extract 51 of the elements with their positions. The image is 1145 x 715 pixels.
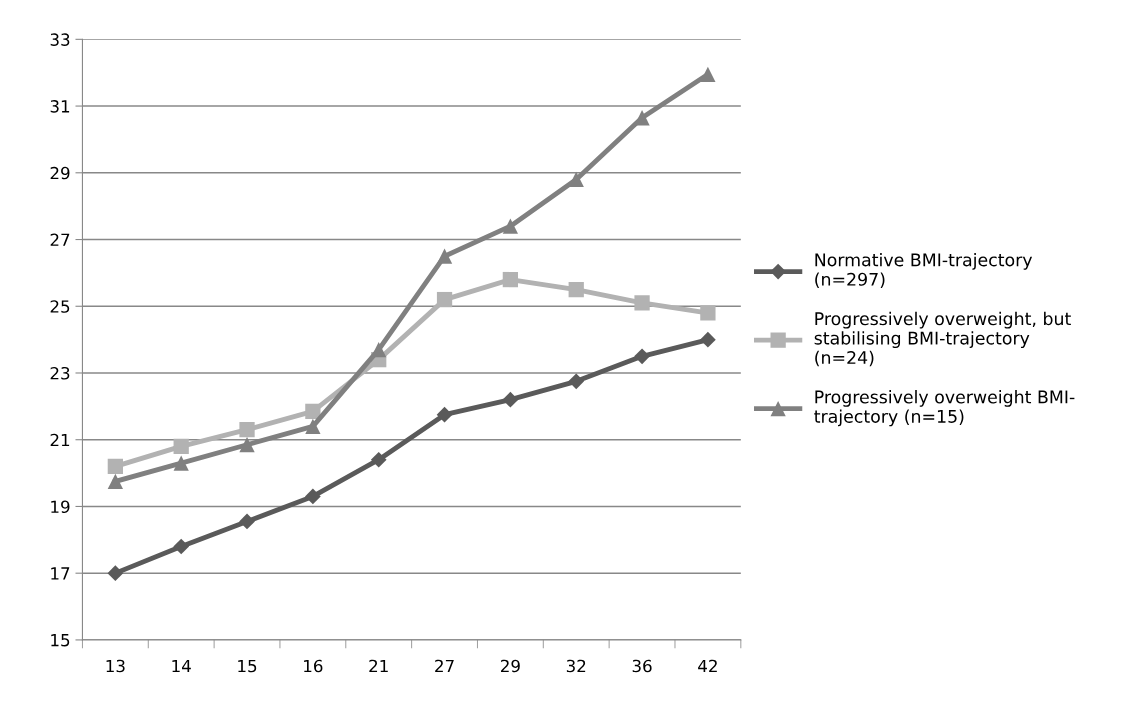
x-tick-label: 42 [698,659,717,673]
point [700,66,716,82]
x-tick-label: 15 [238,659,257,673]
y-tick-label: 31 [50,100,70,113]
point [568,373,585,390]
point [436,291,453,308]
y-tick-label: 27 [50,233,70,246]
point [305,418,321,435]
point [239,422,255,438]
x-tick-label: 13 [106,659,125,673]
point [239,437,255,453]
point [502,218,519,234]
point [239,513,255,530]
point [173,538,190,555]
point [173,438,189,455]
x-tick-label: 32 [566,659,586,673]
x-tick-label: 21 [369,659,388,673]
point [173,455,189,471]
point [502,391,519,408]
point [634,348,650,365]
y-tick-label: 17 [51,567,70,580]
point [107,473,123,490]
point [305,488,321,505]
point [107,458,123,475]
point [700,331,716,348]
point [436,406,453,423]
x-tick-label: 36 [632,659,652,673]
y-tick-label: 21 [50,433,70,447]
x-tick-label: 16 [304,659,323,673]
x-tick-label: 27 [435,659,454,673]
y-tick-label: 29 [50,166,70,180]
point [634,295,650,311]
point [371,342,387,358]
point [436,248,453,264]
point [107,565,124,582]
point [305,403,321,419]
legend-label: Normative BMI-trajectory (n=297) [815,252,1033,288]
point [568,281,584,298]
point [502,271,519,288]
legend-label: Progressively overweight BMI- trajectory (n=15) [814,390,1075,427]
point [700,305,716,321]
point [370,451,387,468]
y-tick-label: 19 [51,500,70,514]
y-tick-label: 25 [50,300,70,313]
legend-label: Progressively overweight, but stabilising BMI-trajectory (n=24) [814,311,1071,367]
point [568,171,584,188]
y-tick-label: 15 [51,634,70,647]
y-tick-label: 33 [50,33,70,46]
x-tick-label: 29 [501,659,520,673]
x-tick-label: 14 [172,659,191,673]
y-tick-label: 23 [50,366,70,380]
